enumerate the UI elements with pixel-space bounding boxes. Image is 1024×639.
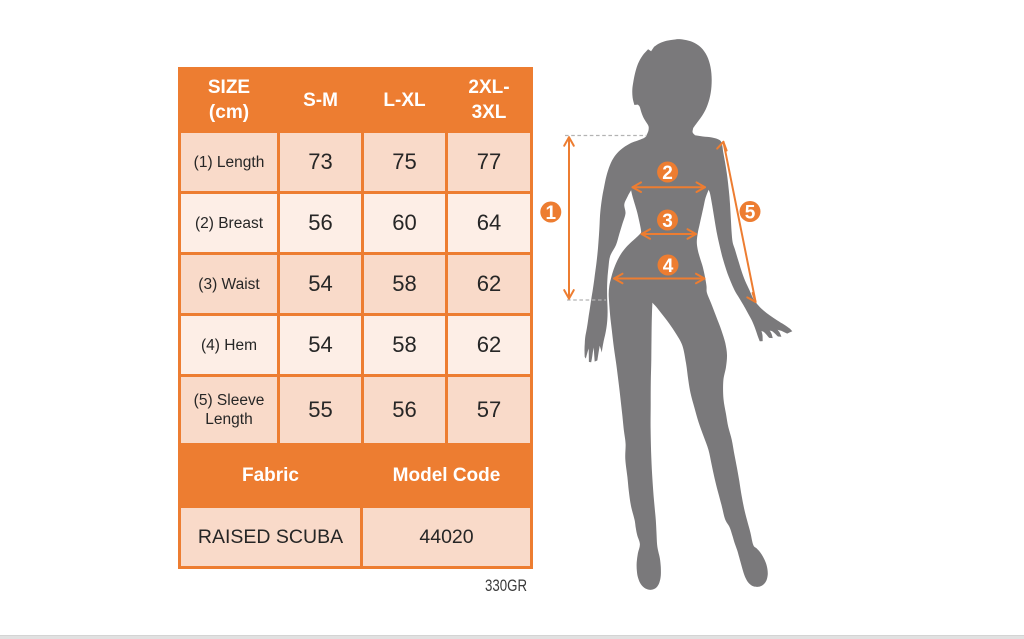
svg-text:4: 4 bbox=[663, 256, 674, 277]
svg-text:3: 3 bbox=[662, 211, 673, 232]
svg-text:2: 2 bbox=[662, 163, 673, 184]
svg-text:5: 5 bbox=[745, 202, 756, 223]
svg-text:1: 1 bbox=[546, 203, 557, 224]
